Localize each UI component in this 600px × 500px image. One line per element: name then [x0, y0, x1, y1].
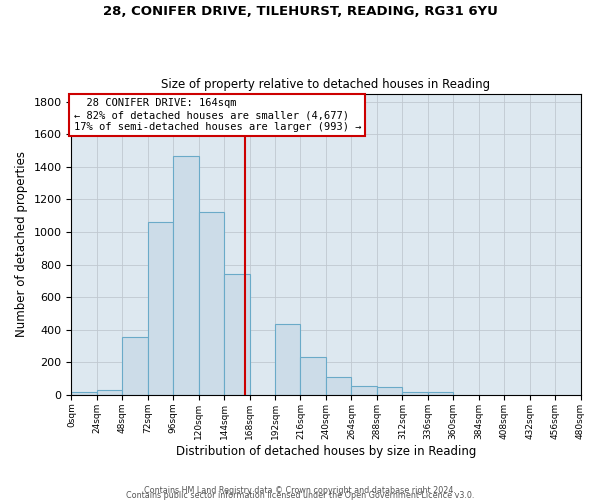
Y-axis label: Number of detached properties: Number of detached properties — [15, 151, 28, 337]
Bar — [148, 222, 173, 395]
Bar — [224, 274, 250, 395]
Bar — [199, 212, 224, 395]
Text: 28 CONIFER DRIVE: 164sqm  
← 82% of detached houses are smaller (4,677)
17% of s: 28 CONIFER DRIVE: 164sqm ← 82% of detach… — [74, 98, 361, 132]
Bar — [352, 386, 377, 395]
Text: Contains HM Land Registry data © Crown copyright and database right 2024.: Contains HM Land Registry data © Crown c… — [144, 486, 456, 495]
Bar — [97, 390, 122, 395]
Bar — [301, 358, 326, 395]
Bar — [377, 387, 403, 395]
X-axis label: Distribution of detached houses by size in Reading: Distribution of detached houses by size … — [176, 444, 476, 458]
Bar — [275, 324, 301, 395]
Bar — [428, 392, 453, 395]
Bar — [403, 392, 428, 395]
Title: Size of property relative to detached houses in Reading: Size of property relative to detached ho… — [161, 78, 491, 91]
Bar — [326, 377, 352, 395]
Bar — [122, 337, 148, 395]
Bar — [173, 156, 199, 395]
Text: Contains public sector information licensed under the Open Government Licence v3: Contains public sector information licen… — [126, 491, 474, 500]
Bar — [71, 392, 97, 395]
Text: 28, CONIFER DRIVE, TILEHURST, READING, RG31 6YU: 28, CONIFER DRIVE, TILEHURST, READING, R… — [103, 5, 497, 18]
